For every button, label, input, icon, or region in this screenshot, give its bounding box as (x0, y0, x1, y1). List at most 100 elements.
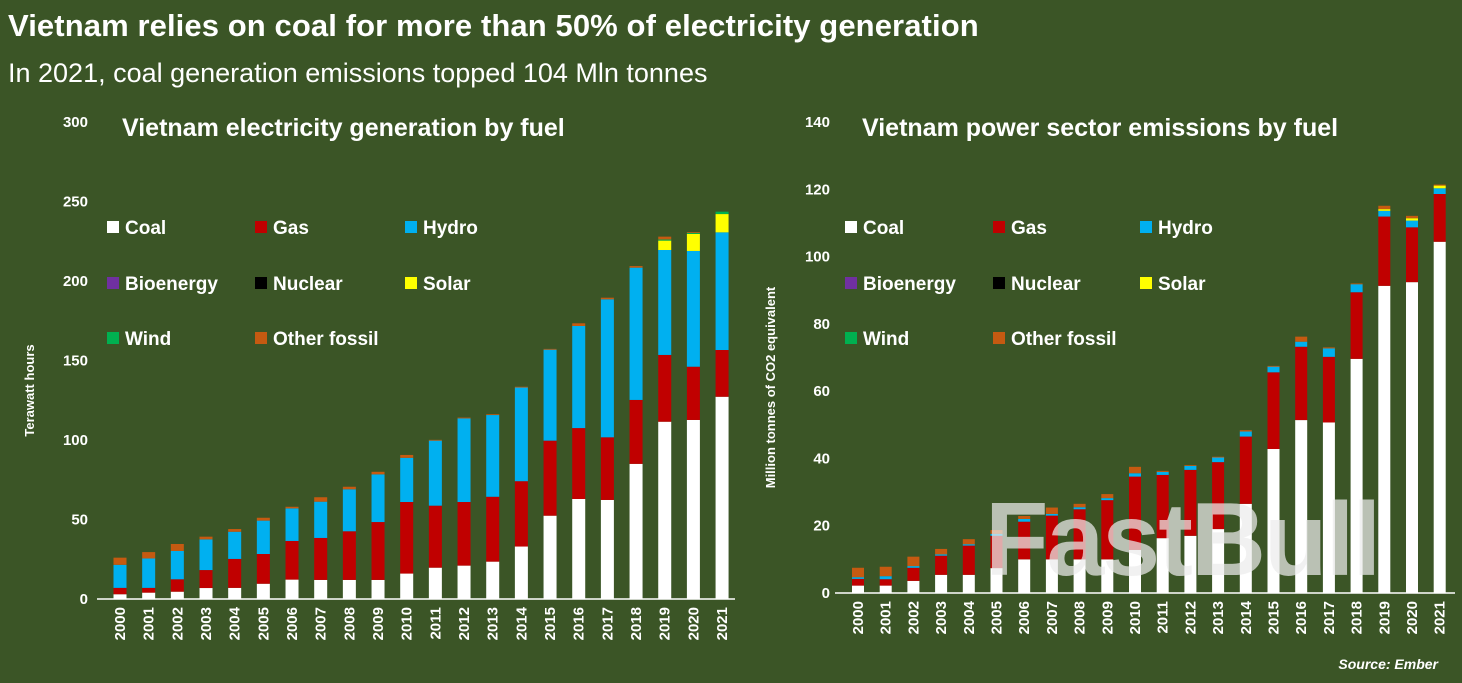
x-tick-label: 2002 (905, 601, 922, 634)
bar-other-fossil (962, 539, 975, 545)
bar-coal (629, 463, 643, 599)
bar-hydro (879, 576, 892, 580)
legend-label: Gas (1011, 218, 1047, 239)
bar-gas (314, 537, 328, 580)
bar-hydro (907, 566, 920, 568)
legend-label: Nuclear (1011, 274, 1081, 295)
bar-coal (1239, 503, 1252, 593)
x-tick-label: 2021 (1432, 601, 1449, 634)
bar-gas (142, 587, 156, 593)
bar-gas (228, 558, 242, 588)
bar-other-fossil (1184, 465, 1197, 466)
x-tick-label: 2001 (878, 601, 895, 634)
bar-hydro (686, 250, 700, 367)
legend-label: Coal (863, 218, 904, 239)
x-tick-label: 2017 (599, 607, 616, 640)
x-tick-label: 2015 (542, 607, 559, 640)
bar-hydro (1156, 471, 1169, 475)
page-title: Vietnam relies on coal for more than 50%… (8, 8, 979, 43)
bar-hydro (514, 387, 528, 482)
bar-other-fossil (1156, 470, 1169, 472)
bar-solar (1406, 218, 1418, 221)
x-tick-label: 2008 (341, 607, 358, 640)
bar-hydro (342, 489, 356, 532)
bar-gas (1322, 356, 1335, 423)
x-tick-label: 2020 (685, 607, 702, 640)
bar-gas (715, 350, 729, 397)
x-tick-label: 2020 (1404, 601, 1421, 634)
legend-swatch-bioenergy (845, 277, 857, 289)
bar-solar (686, 233, 700, 251)
bar-other-fossil (256, 517, 270, 521)
x-tick-label: 2004 (961, 600, 978, 634)
y-axis-label: Terawatt hours (22, 344, 37, 436)
legend-swatch-hydro (405, 221, 417, 233)
y-tick-label: 20 (813, 518, 830, 535)
chart-title: Vietnam electricity generation by fuel (122, 114, 565, 142)
bar-other-fossil (342, 486, 356, 490)
bar-other-fossil (228, 529, 242, 532)
bar-gas (1018, 521, 1031, 560)
chart-2: 0 20 40 60 80 100 120 140 Million tonnes of CO2 … (763, 114, 1455, 634)
legend-swatch-gas (993, 221, 1005, 233)
bar-coal (142, 592, 156, 599)
x-tick-label: 2000 (112, 607, 129, 640)
bar-other-fossil (486, 414, 500, 416)
bar-gas (170, 579, 184, 592)
bar-gas (1212, 462, 1225, 530)
y-tick-label: 0 (822, 585, 830, 602)
x-tick-label: 2012 (1182, 601, 1199, 634)
bar-coal (543, 515, 557, 599)
legend-swatch-hydro (1140, 221, 1152, 233)
bar-gas (1433, 193, 1446, 242)
bar-coal (199, 588, 213, 599)
x-tick-label: 2011 (1155, 601, 1172, 634)
legend-label: Solar (1158, 274, 1206, 295)
bar-coal (879, 585, 892, 593)
bar-hydro (1295, 341, 1308, 347)
legend-label: Wind (125, 329, 171, 350)
x-tick-label: 2014 (1238, 600, 1255, 634)
legend-label: Wind (863, 329, 909, 350)
bar-coal (1295, 420, 1308, 593)
bar-hydro (658, 249, 672, 355)
x-tick-label: 2004 (227, 606, 244, 640)
x-tick-label: 2006 (1016, 601, 1033, 634)
legend-label: Nuclear (273, 274, 343, 295)
bar-wind (686, 232, 700, 234)
bar-hydro (715, 232, 729, 351)
bar-hydro (1267, 366, 1280, 373)
bar-other-fossil (1212, 456, 1225, 458)
bar-other-fossil (142, 552, 156, 559)
bar-gas (1350, 292, 1363, 359)
bar-solar (1378, 209, 1391, 211)
legend-label: Coal (125, 218, 166, 239)
legend-swatch-nuclear (993, 277, 1005, 289)
x-tick-label: 2013 (485, 607, 502, 640)
bar-gas (572, 428, 586, 499)
y-tick-label: 80 (813, 316, 830, 333)
bar-gas (1406, 227, 1418, 283)
bar-gas (1156, 474, 1169, 539)
bar-hydro (543, 349, 557, 441)
bar-coal (1101, 559, 1114, 593)
legend-swatch-nuclear (255, 277, 267, 289)
bar-coal (907, 580, 920, 593)
bar-coal (342, 579, 356, 599)
bar-other-fossil (1295, 336, 1308, 342)
y-tick-label: 50 (71, 512, 88, 529)
bar-gas (879, 579, 892, 586)
legend-swatch-wind (107, 332, 119, 344)
legend-label: Solar (423, 274, 471, 295)
x-tick-label: 2000 (850, 601, 867, 634)
bar-coal (935, 574, 948, 593)
bar-coal (1184, 535, 1197, 593)
bar-gas (1101, 500, 1114, 560)
x-tick-label: 2018 (628, 607, 645, 640)
bar-gas (990, 535, 1003, 569)
bar-wind (715, 211, 729, 215)
bar-hydro (1073, 507, 1086, 510)
x-tick-label: 2019 (657, 607, 674, 640)
bar-other-fossil (572, 323, 586, 326)
x-tick-label: 2009 (1099, 601, 1116, 634)
